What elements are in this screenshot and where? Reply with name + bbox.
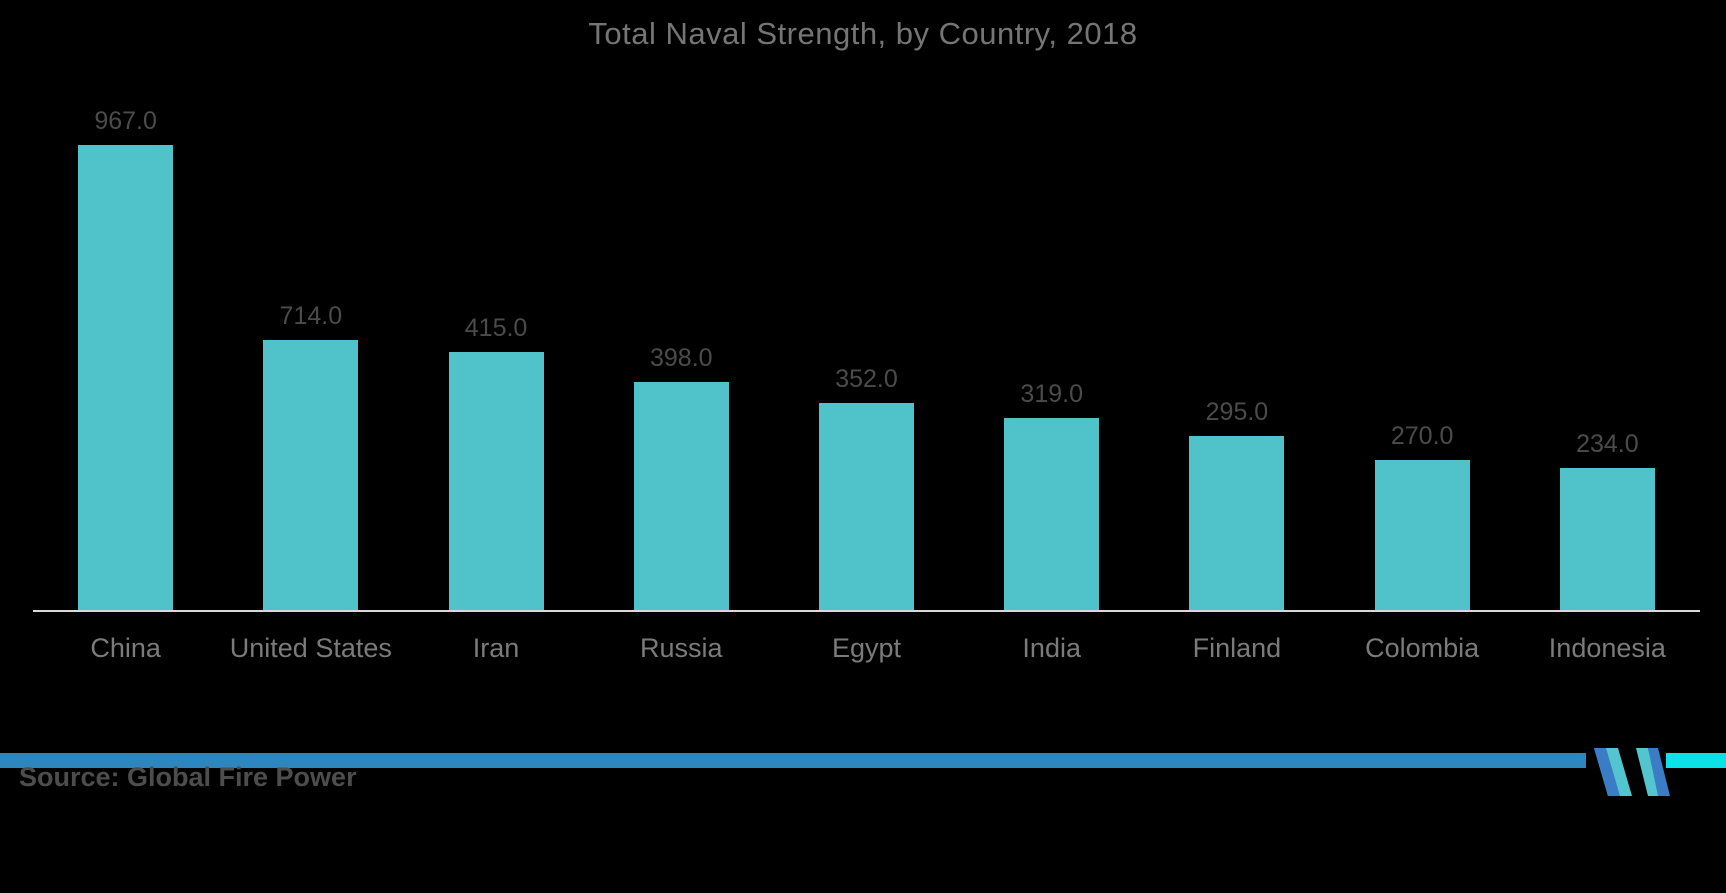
bar	[1004, 418, 1100, 611]
bar-column-china: 967.0	[33, 0, 218, 611]
bar-value-label: 415.0	[464, 314, 528, 342]
x-axis-label: Russia	[640, 633, 723, 663]
x-axis-label: China	[90, 633, 161, 663]
bar-column-russia: 398.0	[589, 0, 774, 611]
bar-column-egypt: 352.0	[774, 0, 959, 611]
bar-column-united-states: 714.0	[218, 0, 403, 611]
x-axis-label: Egypt	[831, 633, 901, 663]
bar-value-label: 295.0	[1205, 398, 1269, 426]
bar-value-label: 714.0	[279, 302, 343, 330]
bar	[633, 382, 729, 611]
bar-value-label: 352.0	[835, 365, 898, 393]
bar-value-label: 270.0	[1390, 422, 1454, 450]
x-axis-line	[33, 610, 1700, 612]
bar	[818, 403, 914, 611]
x-axis-labels: China United States Iran Russia Egypt India Fi…	[33, 633, 1700, 664]
bar	[1189, 436, 1285, 611]
x-axis-label: United States	[229, 633, 392, 663]
x-axis-label: Indonesia	[1548, 633, 1666, 663]
x-axis-label: Iran	[472, 633, 520, 663]
bar	[1374, 460, 1470, 611]
chart-title: Total Naval Strength, by Country, 2018	[588, 16, 1138, 51]
bar-value-label: 234.0	[1576, 430, 1639, 458]
bar-column-indonesia: 234.0	[1515, 0, 1700, 611]
bar-column-finland: 295.0	[1144, 0, 1329, 611]
bar-value-label: 398.0	[649, 344, 713, 372]
bar-value-label: 319.0	[1020, 380, 1083, 408]
bar-plot-area: 967.0 714.0 415.0 398.0 352.0 319.0 295.0 270.0…	[33, 0, 1700, 611]
bar-column-colombia: 270.0	[1330, 0, 1515, 611]
x-axis-label: Colombia	[1365, 633, 1480, 663]
source-attribution: Source: Global Fire Power	[19, 762, 357, 792]
x-axis-label: India	[1022, 633, 1081, 663]
brand-logo-icon	[1594, 748, 1726, 796]
bar-value-label: 967.0	[94, 107, 157, 135]
bar	[263, 340, 359, 611]
bar-column-india: 319.0	[959, 0, 1144, 611]
bar	[1559, 468, 1655, 611]
x-axis-label: Finland	[1192, 633, 1282, 663]
bar	[78, 145, 174, 611]
footer-band	[0, 753, 1586, 768]
bar-column-iran: 415.0	[403, 0, 588, 611]
bar	[448, 352, 544, 611]
